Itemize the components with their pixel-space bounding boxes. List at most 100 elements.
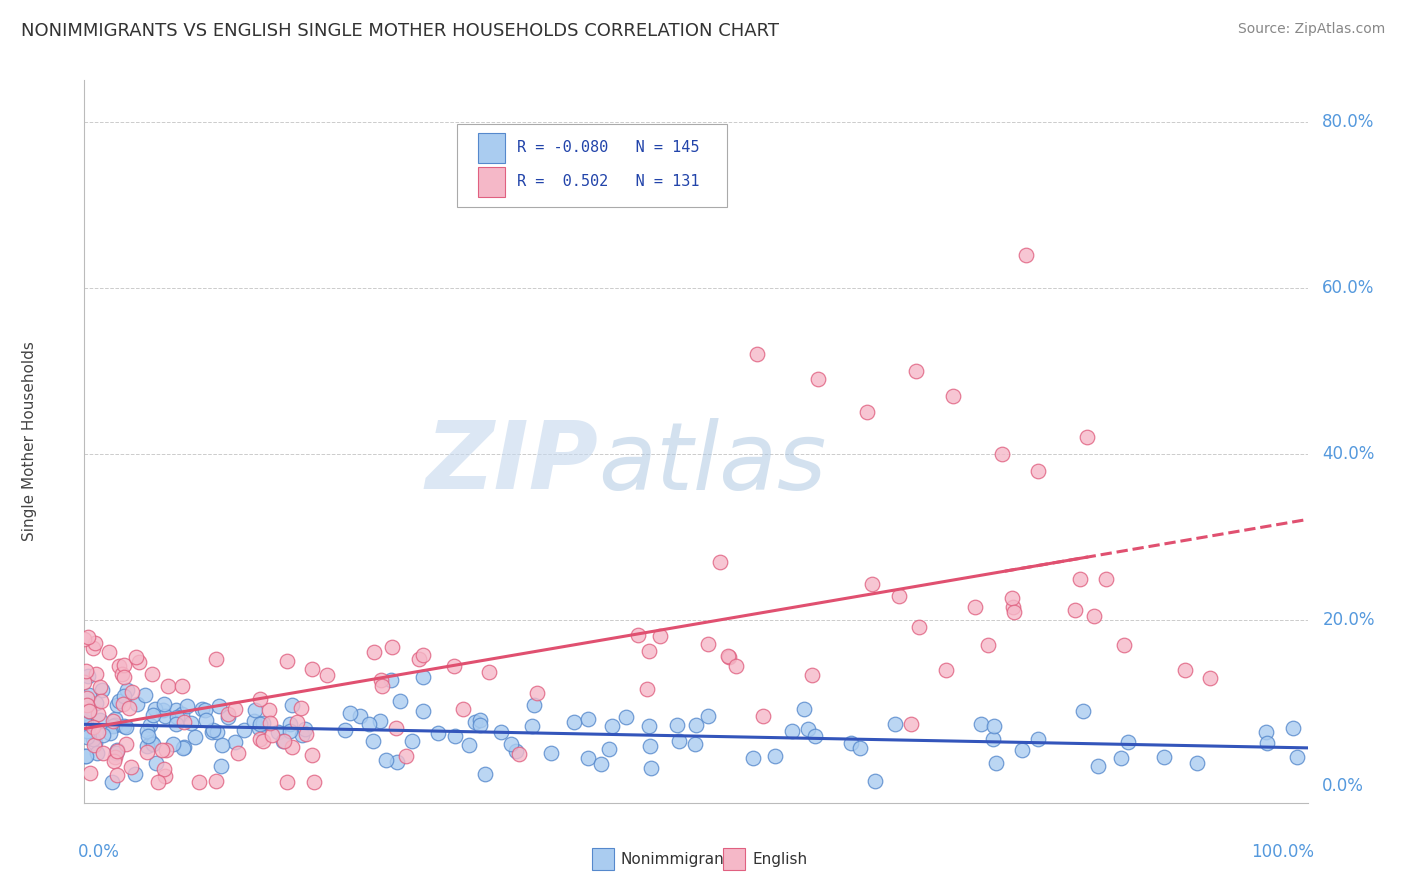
Point	[800, 667, 823, 681]
Point	[77, 704, 100, 718]
Point	[540, 746, 562, 760]
Point	[349, 709, 371, 723]
Text: R =  0.502   N = 131: R = 0.502 N = 131	[517, 174, 700, 189]
Point	[111, 697, 134, 711]
Point	[291, 728, 314, 742]
Point	[148, 775, 170, 789]
Point	[278, 717, 301, 731]
Point	[75, 665, 97, 679]
Point	[82, 720, 104, 734]
FancyBboxPatch shape	[478, 133, 505, 163]
Point	[153, 769, 176, 783]
Point	[983, 719, 1005, 733]
Point	[107, 658, 129, 673]
Point	[89, 713, 111, 727]
Point	[112, 689, 135, 703]
Point	[252, 716, 274, 731]
Point	[103, 755, 125, 769]
Point	[389, 694, 412, 708]
Point	[112, 718, 135, 732]
Point	[217, 709, 239, 723]
Point	[380, 640, 402, 654]
Point	[1095, 572, 1118, 586]
Point	[257, 703, 280, 717]
Point	[650, 628, 672, 642]
Point	[717, 648, 740, 663]
Point	[205, 652, 228, 666]
Point	[273, 734, 295, 748]
Point	[589, 756, 612, 771]
Point	[105, 767, 128, 781]
Point	[73, 632, 96, 647]
Point	[359, 717, 381, 731]
Point	[1015, 248, 1038, 262]
Point	[1109, 751, 1132, 765]
Point	[526, 686, 548, 700]
Point	[505, 744, 527, 758]
Point	[884, 717, 907, 731]
Point	[970, 716, 993, 731]
Point	[111, 667, 134, 681]
Text: Single Mother Households: Single Mother Households	[22, 342, 37, 541]
Point	[87, 724, 110, 739]
Point	[226, 746, 249, 760]
Point	[468, 713, 491, 727]
Point	[73, 675, 96, 690]
Point	[165, 703, 187, 717]
Point	[155, 708, 177, 723]
Point	[90, 683, 112, 698]
Point	[290, 701, 312, 715]
Point	[905, 364, 928, 378]
Point	[184, 730, 207, 744]
Text: Source: ZipAtlas.com: Source: ZipAtlas.com	[1237, 22, 1385, 37]
Point	[209, 758, 232, 772]
Point	[243, 703, 266, 717]
Point	[191, 702, 214, 716]
Point	[1073, 704, 1095, 718]
Point	[194, 703, 217, 717]
Point	[451, 702, 474, 716]
Point	[614, 710, 637, 724]
Point	[887, 590, 910, 604]
Point	[112, 670, 135, 684]
Text: ZIP: ZIP	[425, 417, 598, 509]
Point	[170, 706, 193, 721]
Point	[408, 652, 430, 666]
Point	[104, 712, 127, 726]
Point	[91, 746, 114, 760]
Point	[562, 714, 585, 729]
Point	[636, 682, 658, 697]
FancyBboxPatch shape	[457, 124, 727, 207]
Point	[374, 753, 396, 767]
Point	[1001, 591, 1024, 605]
Point	[696, 708, 718, 723]
Point	[412, 648, 434, 662]
Point	[908, 620, 931, 634]
Point	[93, 728, 115, 742]
Point	[217, 707, 239, 722]
Point	[142, 737, 165, 751]
FancyBboxPatch shape	[723, 848, 745, 870]
Point	[976, 638, 998, 652]
Point	[101, 719, 124, 733]
Point	[267, 725, 290, 739]
Point	[195, 713, 218, 727]
Point	[807, 372, 830, 386]
Point	[104, 749, 127, 764]
Point	[380, 673, 402, 688]
Point	[271, 734, 294, 748]
Point	[276, 775, 298, 789]
Point	[259, 716, 281, 731]
Point	[697, 637, 720, 651]
Text: 20.0%: 20.0%	[1322, 611, 1375, 629]
Point	[626, 628, 648, 642]
Point	[965, 600, 987, 615]
Text: 60.0%: 60.0%	[1322, 279, 1375, 297]
Point	[112, 658, 135, 673]
Point	[79, 719, 101, 733]
Point	[457, 738, 479, 752]
Point	[249, 691, 271, 706]
Point	[135, 739, 157, 753]
Point	[1114, 638, 1136, 652]
Point	[249, 717, 271, 731]
